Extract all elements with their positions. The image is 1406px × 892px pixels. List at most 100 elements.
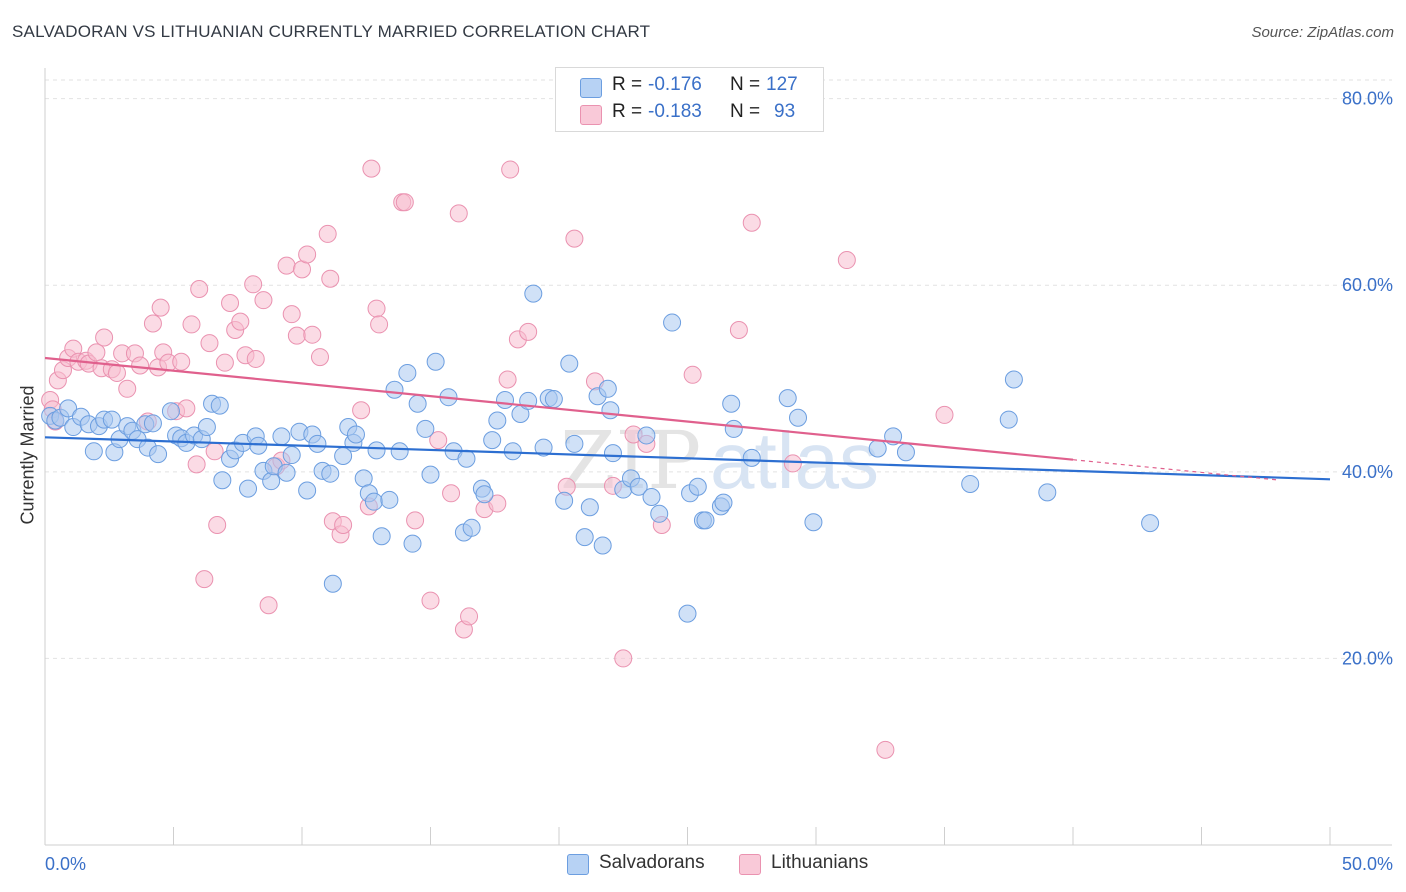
salvadorans-point <box>102 410 121 429</box>
lithuanians-point <box>287 326 306 345</box>
lithuanians-point <box>215 353 234 372</box>
lithuanians-point <box>131 356 150 375</box>
y-tick-label: 40.0% <box>1342 462 1393 482</box>
salvadorans-point <box>408 394 427 413</box>
lithuanians-swatch <box>580 105 602 125</box>
salvadorans-point <box>961 474 980 493</box>
salvadorans-point <box>678 604 697 623</box>
lithuanians-point <box>118 379 137 398</box>
lithuanians-point <box>362 159 381 178</box>
legend-r-label: R = <box>612 74 643 95</box>
salvadorans-point <box>580 498 599 517</box>
y-tick-label: 20.0% <box>1342 648 1393 668</box>
legend-n-label: N = <box>730 74 761 95</box>
salvadorans-point <box>421 465 440 484</box>
salvadorans-point <box>398 363 417 382</box>
lithuanians-point <box>318 224 337 243</box>
salvadorans-point <box>696 511 715 530</box>
salvadorans-point <box>601 401 620 420</box>
tick-labels: 20.0% 40.0% 60.0% 80.0% 0.0% 50.0% <box>45 89 1393 874</box>
salvadorans-points <box>41 284 1160 623</box>
salvadorans-point <box>714 493 733 512</box>
salvadorans-point <box>213 471 232 490</box>
legend-n-value: 93 <box>774 101 796 122</box>
salvadorans-point <box>722 394 741 413</box>
lithuanians-point <box>429 431 448 450</box>
chart-source: Source: ZipAtlas.com <box>1251 24 1394 41</box>
salvadorans-point <box>999 410 1018 429</box>
axes <box>44 68 1392 846</box>
salvadorans-point <box>354 469 373 488</box>
lithuanians-point <box>303 325 322 344</box>
salvadorans-point <box>544 390 563 409</box>
x-tick-label: 50.0% <box>1342 854 1393 874</box>
lithuanians-point <box>935 405 954 424</box>
lithuanians-point <box>498 370 517 389</box>
lithuanians-point <box>352 401 371 420</box>
lithuanians-point <box>729 321 748 340</box>
salvadorans-point <box>346 425 365 444</box>
lithuanians-trend-extension <box>1072 459 1279 481</box>
salvadorans-point <box>262 472 281 491</box>
salvadorans-trend-line <box>44 436 1331 481</box>
lithuanians-point <box>742 213 761 232</box>
salvadorans-point <box>390 442 409 461</box>
lithuanians-point <box>519 322 538 341</box>
salvadorans-point <box>642 488 661 507</box>
lithuanians-point <box>421 591 440 610</box>
salvadorans-point <box>868 439 887 458</box>
salvadorans-point <box>416 419 435 438</box>
salvadorans-point <box>84 442 103 461</box>
lithuanians-point <box>298 245 317 264</box>
lithuanians-point <box>95 328 114 347</box>
salvadorans-point <box>565 434 584 453</box>
lithuanians-point <box>259 596 278 615</box>
salvadorans-point <box>598 379 617 398</box>
legend: R = -0.176 N = 127 R = -0.183 N = 93 <box>555 67 824 132</box>
salvadorans-point <box>483 431 502 450</box>
salvadorans-swatch <box>567 854 589 875</box>
salvadorans-point <box>603 444 622 463</box>
salvadorans-point <box>789 408 808 427</box>
lithuanians-point <box>195 570 214 589</box>
salvadorans-point <box>282 446 301 465</box>
lithuanians-point <box>172 352 191 371</box>
x-tick-label: 0.0% <box>45 854 86 874</box>
legend-n-value: 127 <box>766 74 798 95</box>
salvadorans-point <box>724 419 743 438</box>
lithuanians-point <box>87 343 106 362</box>
lithuanians-point <box>565 229 584 248</box>
lithuanians-point <box>277 256 296 275</box>
lithuanians-point <box>254 291 273 310</box>
salvadorans-point <box>385 380 404 399</box>
bottom-legend-label: Lithuanians <box>771 852 869 873</box>
chart-title: SALVADORAN VS LITHUANIAN CURRENTLY MARRI… <box>12 22 651 41</box>
lithuanians-point <box>442 484 461 503</box>
salvadorans-point <box>1141 514 1160 533</box>
lithuanians-point <box>244 275 263 294</box>
bottom-legend-label: Salvadorans <box>599 852 705 873</box>
lithuanians-point <box>187 455 206 474</box>
legend-n-label: N = <box>730 101 761 122</box>
lithuanians-point <box>501 160 520 179</box>
salvadorans-point <box>143 414 162 433</box>
salvadorans-swatch <box>580 78 602 98</box>
lithuanians-point <box>334 516 353 535</box>
salvadorans-point <box>372 527 391 546</box>
lithuanians-point <box>321 269 340 288</box>
salvadorans-point <box>272 427 291 446</box>
salvadorans-point <box>149 445 168 464</box>
lithuanians-point <box>293 260 311 279</box>
salvadorans-point <box>161 402 180 421</box>
lithuanians-point <box>876 740 895 759</box>
lithuanians-point <box>282 305 301 324</box>
lithuanians-point <box>367 299 386 318</box>
salvadorans-point <box>1004 370 1023 389</box>
salvadorans-point <box>1038 483 1057 502</box>
salvadorans-point <box>457 449 476 468</box>
lithuanians-point <box>151 298 170 317</box>
salvadorans-point <box>298 481 317 500</box>
lithuanians-point <box>190 279 209 298</box>
salvadorans-point <box>462 518 481 537</box>
